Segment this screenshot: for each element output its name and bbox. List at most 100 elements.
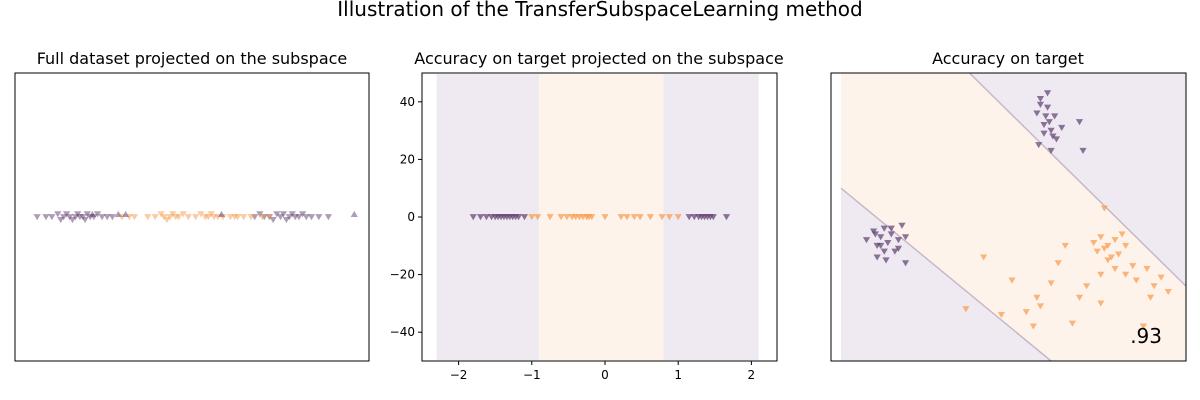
panel-title-accuracy-target: Accuracy on target: [932, 49, 1084, 68]
point-class0-0-17: [94, 211, 102, 218]
point-class1-1-13: [617, 214, 625, 221]
point-class1-1-28: [265, 214, 274, 221]
point-class0-0-33: [882, 257, 890, 264]
point-class0-0-25: [891, 248, 899, 255]
point-class0-0-19: [103, 214, 111, 221]
point-class1-1-37: [1097, 300, 1105, 307]
point-class0-0-16: [1036, 96, 1045, 103]
point-class0-0-3: [54, 211, 62, 218]
point-class0-0-4: [57, 217, 65, 224]
point-class1-1-9: [1122, 242, 1130, 250]
panel-title-full-dataset: Full dataset projected on the subspace: [37, 49, 348, 68]
point-class0-0-26: [894, 237, 903, 244]
point-class0-0-0: [469, 214, 477, 221]
point-class1-1-35: [1036, 303, 1045, 310]
point-class0-0-29: [282, 217, 290, 224]
axes-frame-accuracy-target: [830, 72, 1187, 362]
point-class1-1-17: [204, 214, 212, 221]
point-class0-0-21: [877, 234, 885, 241]
point-class1-1-16: [1143, 265, 1151, 273]
point-class0-2-3: [217, 210, 226, 217]
point-class0-0-20: [108, 214, 116, 221]
point-class0-0-35: [901, 260, 910, 267]
point-class0-0-34: [299, 211, 307, 218]
point-class0-0-1: [1036, 101, 1045, 108]
y-tick-label--20: −20: [390, 268, 415, 282]
point-class1-1-8: [1114, 251, 1123, 258]
point-class1-1-1: [1097, 234, 1105, 241]
point-class1-1-27: [1022, 309, 1030, 316]
point-class1-1-14: [1122, 271, 1130, 278]
point-class0-0-2: [1040, 121, 1048, 129]
point-class1-1-33: [1008, 277, 1016, 284]
point-class1-1-20: [674, 214, 682, 221]
x-tick-label--1: −1: [523, 368, 541, 382]
point-class1-1-11: [588, 214, 596, 221]
point-class0-0-8: [68, 217, 77, 224]
point-class0-0-1: [42, 214, 50, 221]
point-class0-0-22: [880, 225, 888, 232]
point-class0-0-0: [1033, 110, 1041, 117]
point-class0-0-9: [1035, 142, 1043, 149]
x-tick-label-1: 1: [674, 368, 682, 382]
point-class1-1-13: [184, 214, 192, 221]
point-class1-1-18: [658, 214, 666, 221]
point-class0-0-36: [307, 214, 316, 221]
point-class1-1-25: [240, 214, 248, 221]
point-class0-0-36: [877, 242, 885, 250]
point-class0-0-13: [1058, 124, 1066, 131]
point-class1-1-21: [1075, 294, 1084, 301]
point-class0-0-34: [871, 231, 879, 238]
x-tick-label--2: −2: [450, 368, 468, 382]
point-class1-1-3: [557, 214, 565, 221]
point-class1-1-14: [192, 214, 200, 221]
point-class1-1-0: [528, 214, 536, 221]
point-class0-0-28: [279, 211, 288, 218]
point-class1-1-15: [630, 214, 638, 221]
point-class1-1-17: [646, 214, 654, 221]
point-class0-0-5: [60, 214, 68, 221]
y-tick-label-20: 20: [400, 152, 415, 166]
point-class1-1-11: [1097, 271, 1105, 278]
point-class0-0-4: [1043, 104, 1052, 111]
point-class1-1-4: [1118, 231, 1126, 238]
point-class1-1-17: [1150, 283, 1158, 290]
point-class1-1-20: [1083, 283, 1091, 290]
point-class1-1-6: [1100, 245, 1108, 252]
axes-frame-full-dataset: [14, 72, 370, 362]
point-class1-1-7: [1107, 254, 1116, 261]
point-class0-0-27: [898, 222, 906, 229]
point-class0-0-8: [1051, 113, 1059, 120]
point-class1-1-15: [1132, 277, 1140, 284]
point-class1-1-28: [997, 312, 1005, 319]
plot-area-full-dataset: [33, 210, 358, 224]
point-class0-0-13: [81, 217, 89, 224]
point-class1-1-13: [1111, 265, 1119, 273]
point-class1-1-25: [1047, 280, 1055, 287]
point-class0-0-5: [1045, 119, 1053, 126]
point-class1-1-14: [623, 214, 631, 221]
point-class1-1-4: [563, 214, 571, 221]
point-class1-1-12: [179, 211, 187, 218]
accuracy-score-label: .93: [1130, 324, 1162, 348]
point-class1-1-1: [534, 214, 542, 221]
point-class1-1-4: [151, 214, 159, 221]
plot-area-accuracy-projected: [436, 74, 759, 360]
point-class1-1-11: [175, 214, 183, 221]
point-class1-1-31: [962, 306, 970, 313]
point-class0-2-0: [88, 210, 97, 217]
point-class0-0-13: [520, 214, 529, 221]
point-class0-0-27: [276, 214, 285, 221]
point-class0-0-33: [295, 214, 303, 221]
point-class1-1-30: [1029, 323, 1037, 330]
point-class0-0-29: [873, 254, 881, 261]
point-class0-0-6: [1047, 127, 1055, 134]
point-class0-0-38: [324, 214, 333, 221]
point-class0-0-15: [1079, 147, 1087, 154]
point-class1-1-2: [1104, 242, 1112, 250]
point-class1-1-22: [1100, 205, 1108, 212]
point-class0-0-22: [722, 214, 731, 221]
point-class0-0-30: [880, 248, 888, 255]
point-class0-0-1: [476, 214, 485, 221]
